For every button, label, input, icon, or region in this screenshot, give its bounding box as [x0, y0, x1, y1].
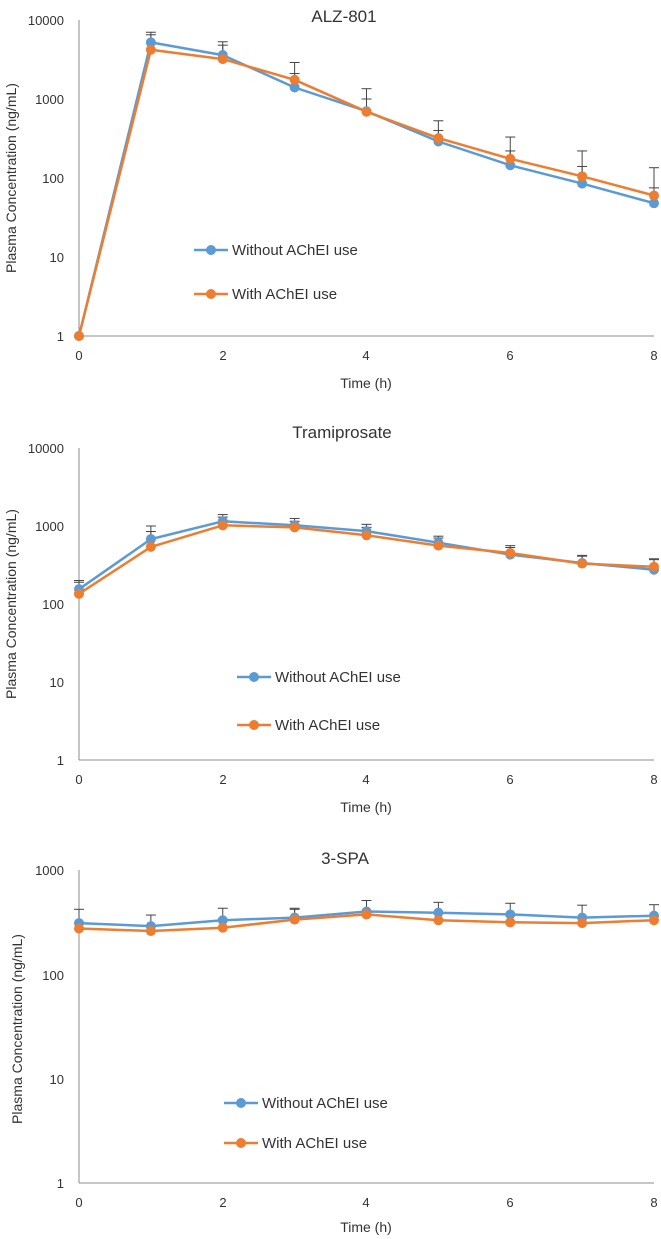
- data-point-with-achei: [361, 909, 372, 920]
- y-axis-label: Plasma Concentration (ng/mL): [9, 934, 25, 1124]
- chart-title: Tramiprosate: [292, 423, 392, 442]
- data-point-with-achei: [145, 44, 156, 55]
- data-point-with-achei: [145, 926, 156, 937]
- plot-area: [74, 900, 659, 937]
- x-tick-label: 6: [506, 772, 513, 787]
- data-point-with-achei: [74, 331, 84, 341]
- chart-title: 3-SPA: [321, 849, 370, 868]
- legend-label-with-achei: With AChEI use: [232, 286, 337, 303]
- x-axis-label: Time (h): [340, 799, 392, 815]
- x-tick-label: 4: [362, 348, 369, 363]
- y-tick-label: 1000: [35, 92, 64, 107]
- data-point-with-achei: [74, 923, 84, 934]
- plot-area: [74, 514, 659, 599]
- data-point-with-achei: [289, 914, 300, 925]
- x-axis-label: Time (h): [340, 1219, 392, 1235]
- data-point-with-achei: [649, 561, 659, 572]
- y-tick-label: 100: [42, 171, 64, 186]
- series-line-without-achei: [77, 41, 655, 337]
- x-tick-label: 8: [650, 1195, 657, 1210]
- legend-marker-without-achei: [249, 672, 259, 682]
- data-point-with-achei: [145, 541, 156, 552]
- x-tick-label: 2: [219, 772, 226, 787]
- x-tick-label: 2: [219, 1195, 226, 1210]
- data-point-with-achei: [649, 915, 659, 926]
- data-point-without-achei: [433, 907, 444, 918]
- legend-label-without-achei: Without AChEI use: [262, 1095, 388, 1112]
- x-axis-label: Time (h): [340, 375, 392, 391]
- y-tick-label: 100: [42, 597, 64, 612]
- data-point-with-achei: [433, 540, 444, 551]
- data-point-with-achei: [217, 54, 228, 65]
- legend: Without AChEI use With AChEI use: [194, 242, 358, 303]
- data-point-without-achei: [649, 198, 659, 209]
- data-point-with-achei: [217, 520, 228, 531]
- data-point-with-achei: [577, 171, 588, 182]
- y-tick-label: 10000: [28, 441, 64, 456]
- x-tick-label: 0: [75, 348, 82, 363]
- legend: Without AChEI use With AChEI use: [237, 669, 401, 734]
- data-point-with-achei: [289, 74, 300, 85]
- data-point-with-achei: [577, 558, 588, 569]
- data-point-with-achei: [361, 106, 372, 117]
- data-point-with-achei: [361, 530, 372, 541]
- y-tick-label: 1: [57, 753, 64, 768]
- data-point-with-achei: [505, 917, 516, 928]
- y-tick-label: 10: [50, 1072, 64, 1087]
- y-tick-label: 10: [50, 675, 64, 690]
- legend: Without AChEI use With AChEI use: [224, 1095, 388, 1152]
- chart-title: ALZ-801: [311, 7, 376, 26]
- data-point-without-achei: [217, 915, 228, 926]
- x-tick-label: 6: [506, 348, 513, 363]
- x-tick-label: 4: [362, 1195, 369, 1210]
- y-tick-label: 10000: [28, 13, 64, 28]
- data-point-with-achei: [433, 133, 444, 144]
- x-tick-label: 4: [362, 772, 369, 787]
- chart-alz801: ALZ-801 Plasma Concentration (ng/mL) Tim…: [3, 7, 659, 391]
- plot-area: [74, 31, 659, 341]
- legend-label-with-achei: With AChEI use: [262, 1135, 367, 1152]
- data-point-without-achei: [145, 37, 156, 48]
- data-point-without-achei: [145, 534, 156, 545]
- chart-3spa: 3-SPA Plasma Concentration (ng/mL) Time …: [9, 849, 659, 1235]
- y-tick-label: 1000: [35, 519, 64, 534]
- y-tick-label: 1000: [35, 863, 64, 878]
- y-tick-label: 1: [57, 1176, 64, 1191]
- data-point-with-achei: [505, 153, 516, 164]
- legend-marker-with-achei: [249, 720, 259, 730]
- legend-marker-without-achei: [236, 1098, 246, 1108]
- data-point-without-achei: [577, 178, 588, 189]
- y-tick-label: 100: [42, 968, 64, 983]
- y-axis-label: Plasma Concentration (ng/mL): [3, 509, 19, 699]
- x-tick-label: 0: [75, 772, 82, 787]
- legend-label-without-achei: Without AChEI use: [275, 669, 401, 686]
- chart-tramiprosate: Tramiprosate Plasma Concentration (ng/mL…: [3, 423, 659, 815]
- y-axis-label: Plasma Concentration (ng/mL): [3, 83, 19, 273]
- x-tick-label: 2: [219, 348, 226, 363]
- data-point-without-achei: [505, 909, 516, 920]
- data-point-with-achei: [433, 915, 444, 926]
- legend-marker-without-achei: [206, 245, 216, 255]
- legend-marker-with-achei: [236, 1138, 246, 1148]
- x-tick-label: 6: [506, 1195, 513, 1210]
- x-tick-label: 8: [650, 348, 657, 363]
- data-point-with-achei: [649, 190, 659, 201]
- data-point-with-achei: [505, 548, 516, 559]
- x-tick-label: 0: [75, 1195, 82, 1210]
- x-tick-label: 8: [650, 772, 657, 787]
- data-point-without-achei: [289, 82, 300, 93]
- y-tick-label: 10: [50, 250, 64, 265]
- data-point-with-achei: [289, 522, 300, 533]
- data-point-with-achei: [74, 588, 84, 599]
- legend-label-with-achei: With AChEI use: [275, 717, 380, 734]
- data-point-with-achei: [577, 918, 588, 929]
- data-point-with-achei: [217, 922, 228, 933]
- legend-marker-with-achei: [206, 289, 216, 299]
- y-tick-label: 1: [57, 329, 64, 344]
- legend-label-without-achei: Without AChEI use: [232, 242, 358, 259]
